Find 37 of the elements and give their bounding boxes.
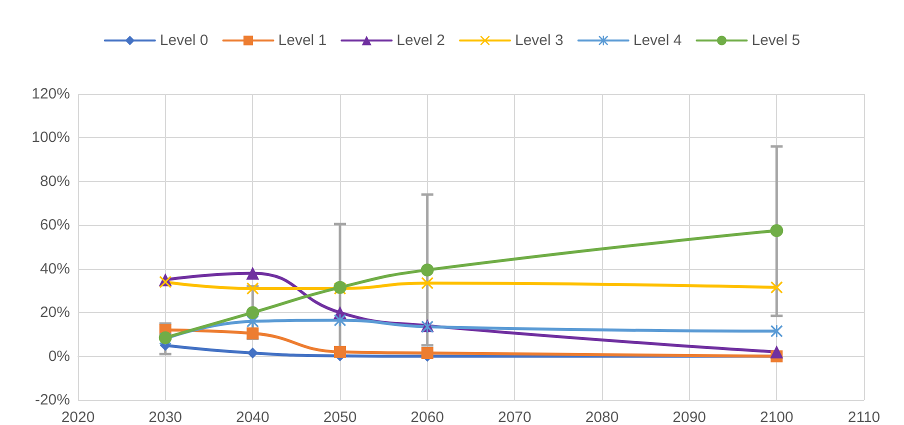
y-tick-label: 120%: [32, 86, 70, 102]
x-tick-label: 2060: [410, 409, 444, 425]
y-tick-label: 60%: [40, 216, 70, 234]
y-tick-label: 100%: [32, 129, 70, 146]
y-tick-label: -20%: [34, 392, 70, 408]
x-tick-label: 2040: [236, 409, 270, 425]
x-tick-label: 2090: [672, 409, 706, 425]
legend-label: Level 2: [396, 32, 446, 49]
x-tick-label: 2070: [498, 409, 532, 425]
point: [247, 348, 258, 359]
legend-label: Level 5: [752, 32, 800, 49]
x-tick-label: 2050: [323, 409, 357, 425]
point: [770, 281, 783, 294]
legend-label: Level 1: [278, 32, 327, 49]
point: [246, 306, 260, 320]
x-tick-label: 2110: [848, 409, 880, 425]
y-tick-label: 0%: [48, 348, 70, 365]
point: [334, 346, 346, 358]
point: [770, 345, 784, 358]
point: [246, 327, 259, 340]
x-tick-label: 2030: [148, 409, 182, 425]
y-tick-label: 20%: [40, 304, 70, 322]
y-tick-label: 80%: [40, 172, 70, 190]
point: [420, 263, 434, 276]
x-tick-label: 2080: [585, 409, 619, 425]
x-tick-label: 2100: [760, 409, 794, 425]
point: [246, 266, 260, 280]
point: [246, 282, 259, 295]
legend-label: Level 0: [160, 32, 208, 49]
y-tick-label: 40%: [40, 260, 70, 278]
legend-label: Level 4: [633, 32, 682, 49]
point: [770, 224, 784, 238]
x-tick-label: 2020: [61, 409, 95, 425]
legend-label: Level 3: [515, 32, 564, 49]
point: [770, 325, 783, 338]
point: [159, 276, 172, 288]
point: [421, 277, 434, 290]
